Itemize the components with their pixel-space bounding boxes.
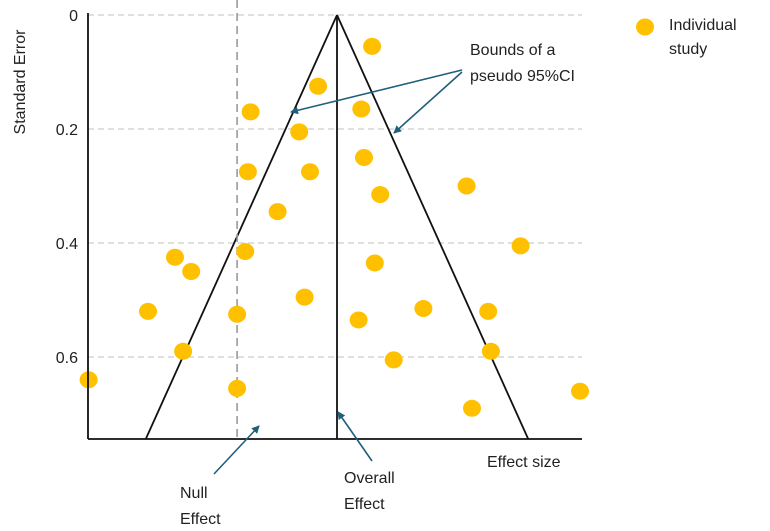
annotation-null: Null Effect [180, 425, 260, 528]
arrow-overall [337, 411, 373, 462]
data-point [463, 399, 481, 417]
data-point [309, 77, 328, 95]
data-point [355, 149, 373, 166]
arrow-null [213, 425, 260, 475]
data-point [241, 103, 260, 121]
data-point [301, 163, 319, 181]
axes [87, 13, 582, 440]
data-point [457, 177, 476, 195]
annotation-bounds: Bounds of a pseudo 95%CI [290, 42, 575, 134]
funnel-right-bound [336, 14, 530, 440]
data-point [295, 288, 314, 306]
y-tick-labels: 0 0.2 0.4 0.6 [56, 8, 78, 367]
y-tick-label: 0 [69, 8, 78, 25]
data-point [236, 243, 255, 261]
annotation-null-text: Null Effect [180, 485, 221, 528]
data-point [228, 305, 247, 323]
y-tick-label: 0.4 [56, 236, 78, 253]
data-point [174, 342, 193, 360]
x-axis-label: Effect size [487, 454, 561, 471]
y-tick-label: 0.2 [56, 122, 78, 139]
data-point [571, 382, 589, 400]
data-point [268, 203, 287, 221]
data-point [479, 302, 498, 320]
data-point [352, 100, 371, 118]
data-point [414, 300, 433, 318]
annotation-bounds-text: Bounds of a pseudo 95%CI [470, 42, 575, 85]
annotation-overall-text: Overall Effect [344, 470, 395, 513]
data-point [166, 248, 184, 266]
data-point [365, 254, 384, 272]
arrow-bounds-right [393, 71, 463, 134]
data-point [139, 302, 157, 320]
data-point [290, 123, 309, 141]
data-point [349, 311, 368, 329]
funnel-left-bound [144, 14, 338, 440]
data-point [182, 263, 201, 280]
data-points [79, 37, 589, 417]
funnel [144, 0, 530, 440]
legend-marker [636, 18, 654, 36]
data-point [228, 379, 247, 397]
y-axis-label: Standard Error [12, 29, 29, 135]
gridlines [88, 14, 582, 358]
annotation-overall: Overall Effect [337, 411, 395, 513]
y-tick-label: 0.6 [56, 350, 78, 367]
data-point [384, 351, 403, 369]
data-point [363, 37, 382, 55]
data-point [371, 186, 390, 204]
legend: Individual study [636, 17, 737, 58]
data-point [511, 237, 530, 255]
data-point [238, 163, 257, 181]
data-point [481, 342, 500, 360]
legend-label: Individual study [669, 17, 737, 58]
arrow-bounds-left [290, 69, 463, 115]
